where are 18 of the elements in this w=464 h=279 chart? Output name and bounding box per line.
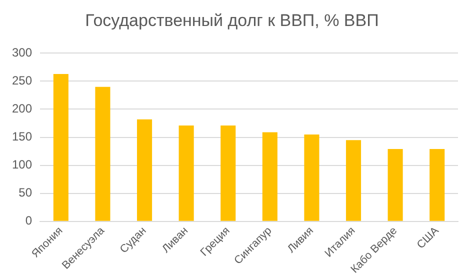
y-tick-label: 150	[12, 130, 32, 144]
bar	[220, 126, 236, 221]
chart-title: Государственный долг к ВВП, % ВВП	[84, 10, 380, 32]
y-tick-label: 100	[12, 158, 32, 172]
bar	[430, 149, 445, 221]
bar	[136, 119, 152, 221]
y-tick-label: 300	[12, 46, 32, 60]
bar	[346, 140, 362, 221]
y-tick-label: 200	[12, 102, 32, 116]
bar	[178, 126, 194, 221]
bar	[95, 86, 110, 221]
y-tick-label: 250	[12, 74, 32, 88]
bar	[53, 74, 68, 221]
y-tick-label: 0	[25, 214, 32, 228]
bar	[262, 132, 278, 221]
bar	[388, 149, 403, 221]
y-tick-label: 50	[18, 186, 32, 200]
bar	[304, 134, 320, 221]
